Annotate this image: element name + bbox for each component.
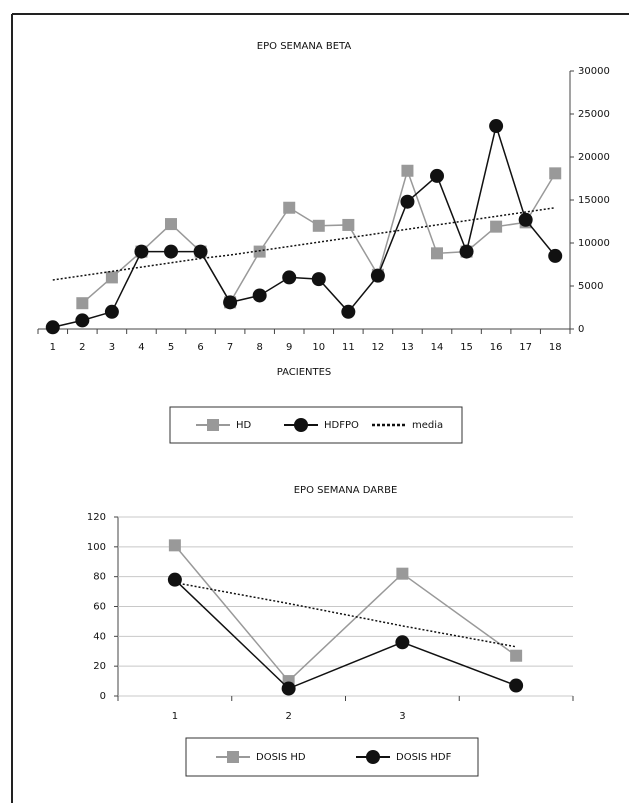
legend-marker xyxy=(294,418,308,432)
legend-label: DOSIS HD xyxy=(256,752,306,763)
marker-circle xyxy=(252,288,267,303)
x-tick-label: 14 xyxy=(431,342,444,353)
marker-circle xyxy=(489,119,504,134)
marker-square xyxy=(510,649,523,662)
marker-square xyxy=(283,201,296,214)
x-tick-label: 4 xyxy=(138,342,144,353)
x-tick-label: 7 xyxy=(227,342,233,353)
marker-square xyxy=(431,247,443,260)
marker-circle xyxy=(509,678,524,693)
x-tick-label: 9 xyxy=(286,342,292,353)
y-tick-label: 100 xyxy=(87,542,106,553)
legend-marker xyxy=(366,750,380,764)
marker-circle xyxy=(164,244,178,259)
x-tick-label: 16 xyxy=(490,342,503,353)
trend-line xyxy=(174,581,517,648)
y-tick-label: 0 xyxy=(100,691,106,702)
y-tick-label: 15000 xyxy=(578,195,610,206)
y-tick-label: 0 xyxy=(578,324,584,335)
marker-square xyxy=(168,539,181,552)
trend-line xyxy=(52,206,556,281)
x-tick-label: 2 xyxy=(285,711,291,722)
y-tick-label: 60 xyxy=(93,602,106,613)
legend-label: HD xyxy=(236,420,252,431)
chart-title: EPO SEMANA DARBE xyxy=(294,485,398,496)
marker-circle xyxy=(281,681,296,696)
x-tick-label: 12 xyxy=(372,342,385,353)
y-tick-label: 80 xyxy=(93,572,106,583)
x-tick-label: 1 xyxy=(172,711,178,722)
marker-circle xyxy=(395,635,410,650)
y-tick-label: 20000 xyxy=(578,152,610,163)
chart-title: EPO SEMANA BETA xyxy=(257,41,352,52)
y-tick-label: 30000 xyxy=(578,66,610,77)
series-line xyxy=(174,544,517,683)
marker-circle xyxy=(370,268,385,283)
y-tick-label: 5000 xyxy=(578,281,603,292)
y-tick-label: 40 xyxy=(93,631,106,642)
x-tick-label: 13 xyxy=(401,342,414,353)
marker-circle xyxy=(518,212,533,227)
marker-square xyxy=(490,220,503,233)
marker-circle xyxy=(167,572,182,587)
marker-square xyxy=(549,167,562,180)
marker-circle xyxy=(104,304,119,319)
marker-circle xyxy=(193,244,208,259)
marker-square xyxy=(396,567,409,580)
x-tick-label: 6 xyxy=(197,342,203,353)
marker-circle xyxy=(45,320,60,335)
marker-square xyxy=(253,245,266,258)
x-tick-label: 8 xyxy=(256,342,262,353)
x-tick-label: 5 xyxy=(168,342,174,353)
y-tick-label: 10000 xyxy=(578,238,610,249)
x-tick-label: 2 xyxy=(79,342,85,353)
marker-square xyxy=(76,297,89,310)
marker-circle xyxy=(459,244,474,259)
x-tick-label: 15 xyxy=(460,342,473,353)
y-tick-label: 20 xyxy=(93,661,106,672)
marker-circle xyxy=(341,304,356,319)
marker-circle xyxy=(548,248,563,263)
marker-circle xyxy=(430,168,444,183)
marker-circle xyxy=(223,295,238,310)
x-tick-label: 3 xyxy=(109,342,115,353)
marker-circle xyxy=(134,244,149,259)
y-tick-label: 120 xyxy=(87,512,106,523)
series-line xyxy=(174,579,517,690)
marker-circle xyxy=(400,194,415,209)
marker-square xyxy=(165,218,177,231)
x-axis-label: PACIENTES xyxy=(277,367,332,378)
legend-marker xyxy=(227,751,239,763)
x-tick-label: 1 xyxy=(50,342,56,353)
y-tick-label: 25000 xyxy=(578,109,610,120)
marker-square xyxy=(105,271,118,284)
marker-square xyxy=(342,218,355,231)
marker-circle xyxy=(311,272,326,287)
legend-label: media xyxy=(412,420,443,431)
marker-square xyxy=(401,164,414,177)
x-tick-label: 11 xyxy=(342,342,355,353)
marker-circle xyxy=(282,270,297,285)
series-line xyxy=(52,123,556,329)
legend-label: HDFPO xyxy=(324,420,359,431)
marker-square xyxy=(312,219,325,232)
x-tick-label: 17 xyxy=(519,342,532,353)
x-tick-label: 3 xyxy=(399,711,405,722)
x-tick-label: 10 xyxy=(312,342,325,353)
legend-label: DOSIS HDF xyxy=(396,752,452,763)
legend-marker xyxy=(207,419,219,431)
marker-circle xyxy=(75,313,90,328)
x-tick-label: 18 xyxy=(549,342,562,353)
